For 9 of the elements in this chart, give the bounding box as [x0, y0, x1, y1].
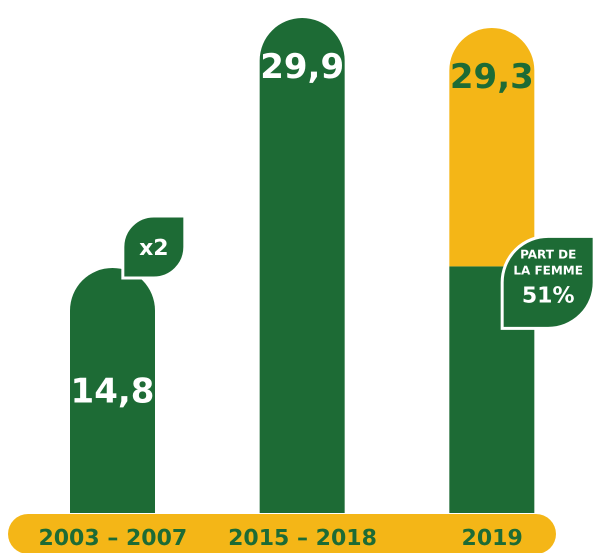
- annotation: x2: [139, 236, 169, 261]
- total-label: 29,3: [450, 56, 534, 97]
- x-tick-label: 2003 – 2007: [38, 526, 188, 551]
- x-tick-label: 2015 – 2018: [228, 526, 377, 551]
- x-tick-label: 2019: [462, 526, 523, 551]
- data-label: 29,9: [260, 47, 344, 87]
- annotation: PART DE LA FEMME 51%: [513, 247, 583, 308]
- data-label: 14,8: [70, 372, 154, 412]
- bar: [260, 18, 345, 513]
